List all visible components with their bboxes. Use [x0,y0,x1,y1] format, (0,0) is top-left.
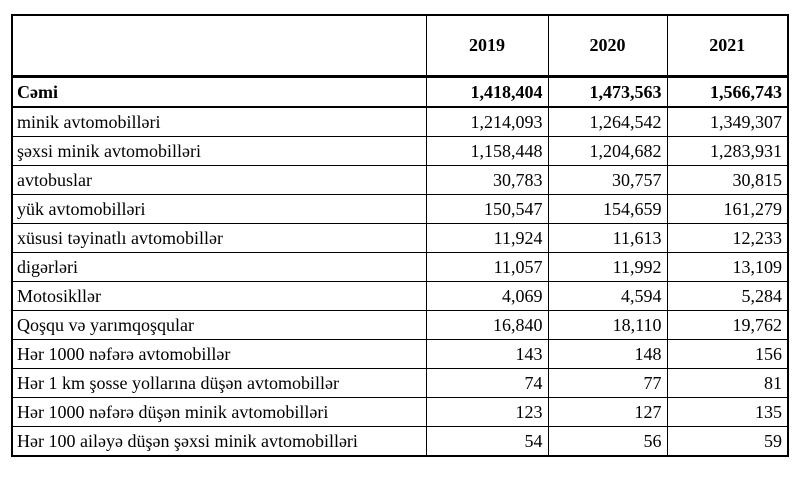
row-value: 74 [425,368,549,398]
row-value: 1,264,542 [547,106,668,137]
row-value: 81 [666,368,789,398]
table-row: Motosikllər 4,069 4,594 5,284 [11,281,789,311]
table-row: şəxsi minik avtomobilləri 1,158,448 1,204,… [11,136,789,166]
table-row: xüsusi təyinatlı avtomobillər 11,924 11,61… [11,223,789,253]
row-label: avtobuslar [11,165,427,195]
row-label: digərləri [11,252,427,282]
row-label: Hər 1000 nəfərə düşən minik avtomobillər… [11,397,427,427]
row-value: 1,158,448 [425,136,549,166]
row-value: 143 [425,339,549,369]
table-row: Hər 1000 nəfərə avtomobillər 143 148 156 [11,339,789,369]
header-year-2021: 2021 [666,14,789,78]
header-corner-cell [11,14,427,78]
table-row: avtobuslar 30,783 30,757 30,815 [11,165,789,195]
table-row: Cəmi 1,418,404 1,473,563 1,566,743 [11,76,789,108]
row-value: 123 [425,397,549,427]
row-value: 11,992 [547,252,668,282]
row-value: 4,069 [425,281,549,311]
row-value: 54 [425,426,549,457]
table-row: Hər 1 km şosse yollarına düşən avtomobil… [11,368,789,398]
row-value: 161,279 [666,194,789,224]
row-value: 30,815 [666,165,789,195]
row-value: 77 [547,368,668,398]
row-value: 135 [666,397,789,427]
row-value: 16,840 [425,310,549,340]
table-row: Qoşqu və yarımqoşqular 16,840 18,110 19,762 [11,310,789,340]
row-label: Motosikllər [11,281,427,311]
table-row: minik avtomobilləri 1,214,093 1,264,542 1,3… [11,106,789,137]
row-label: Hər 100 ailəyə düşən şəxsi minik avtomob… [11,426,427,457]
header-year-2019: 2019 [425,14,549,78]
row-value: 148 [547,339,668,369]
table-row: Hər 1000 nəfərə düşən minik avtomobillər… [11,397,789,427]
header-year-2020: 2020 [547,14,668,78]
row-value: 11,924 [425,223,549,253]
row-value: 1,214,093 [425,106,549,137]
row-label: Hər 1 km şosse yollarına düşən avtomobil… [11,368,427,398]
table-row: Hər 100 ailəyə düşən şəxsi minik avtomob… [11,426,789,457]
row-value: 59 [666,426,789,457]
row-value: 156 [666,339,789,369]
row-label: Cəmi [11,76,427,108]
row-value: 1,418,404 [425,76,549,108]
row-value: 12,233 [666,223,789,253]
row-value: 30,757 [547,165,668,195]
row-label: xüsusi təyinatlı avtomobillər [11,223,427,253]
row-value: 127 [547,397,668,427]
row-value: 19,762 [666,310,789,340]
row-value: 154,659 [547,194,668,224]
row-value: 30,783 [425,165,549,195]
table-row: yük avtomobilləri 150,547 154,659 161,279 [11,194,789,224]
row-value: 1,349,307 [666,106,789,137]
row-value: 18,110 [547,310,668,340]
row-value: 1,283,931 [666,136,789,166]
table-row: digərləri 11,057 11,992 13,109 [11,252,789,282]
row-value: 1,566,743 [666,76,789,108]
row-label: minik avtomobilləri [11,106,427,137]
vehicle-statistics-table: 2019 2020 2021 Cəmi 1,418,404 1,473,563 1,5… [11,14,789,457]
row-value: 5,284 [666,281,789,311]
row-value: 1,204,682 [547,136,668,166]
row-value: 4,594 [547,281,668,311]
row-value: 1,473,563 [547,76,668,108]
row-value: 150,547 [425,194,549,224]
row-label: Qoşqu və yarımqoşqular [11,310,427,340]
row-value: 56 [547,426,668,457]
row-label: yük avtomobilləri [11,194,427,224]
row-label: Hər 1000 nəfərə avtomobillər [11,339,427,369]
row-value: 13,109 [666,252,789,282]
row-label: şəxsi minik avtomobilləri [11,136,427,166]
row-value: 11,057 [425,252,549,282]
row-value: 11,613 [547,223,668,253]
header-row: 2019 2020 2021 [11,14,789,78]
vehicle-statistics-table-container: 2019 2020 2021 Cəmi 1,418,404 1,473,563 1,5… [11,14,789,457]
